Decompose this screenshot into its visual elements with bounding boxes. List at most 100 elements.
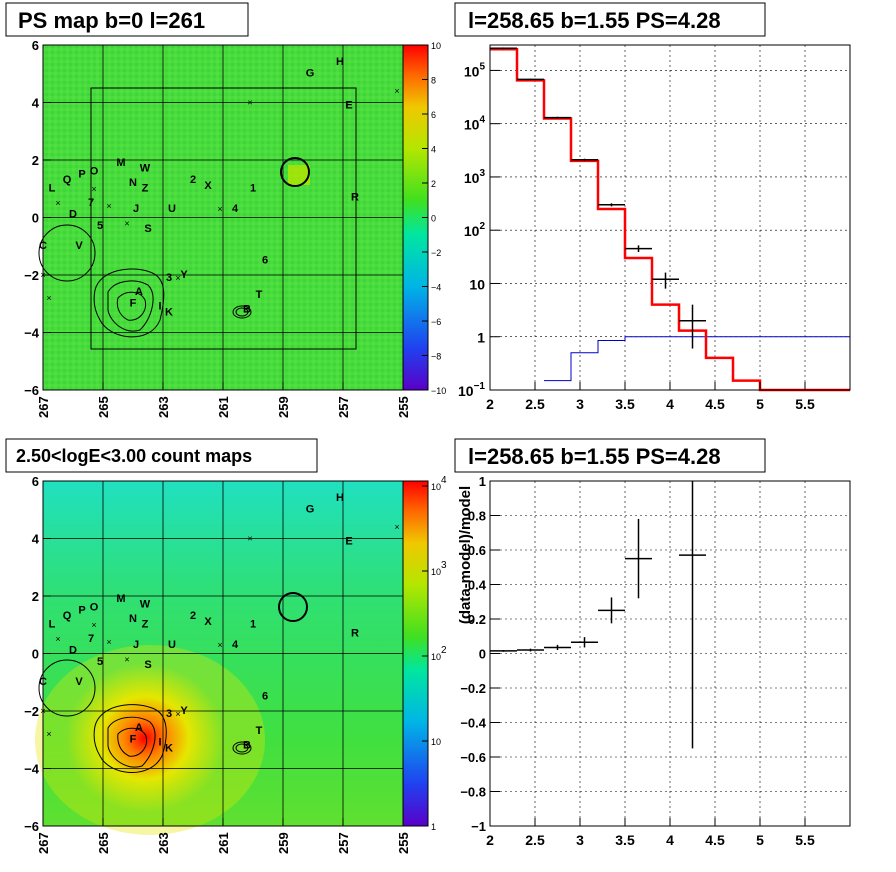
colorbar-tick-label: −6 xyxy=(431,317,441,327)
x-tick-label: 265 xyxy=(96,832,111,854)
y-tick-label: 102 xyxy=(464,221,486,239)
contour-b-1 xyxy=(232,305,252,319)
source-marker: × xyxy=(55,634,60,644)
x-tick-label: 259 xyxy=(276,832,291,854)
source-label-L: L xyxy=(49,619,56,631)
source-label-3: 3 xyxy=(166,708,172,720)
residual-grid xyxy=(490,481,850,826)
y-tick-label: −4 xyxy=(24,762,40,777)
count-map-contours xyxy=(38,592,308,773)
source-label-1: 1 xyxy=(250,183,256,195)
y-tick-label: 0.4 xyxy=(468,578,487,593)
source-label-I: I xyxy=(158,737,161,749)
source-label-H: H xyxy=(336,56,344,68)
source-label-Y: Y xyxy=(180,705,188,717)
source-marker: × xyxy=(46,729,51,739)
x-tick-label: 4.5 xyxy=(705,396,725,412)
residual-title: l=258.65 b=1.55 PS=4.28 xyxy=(468,444,721,469)
x-tick-label: 265 xyxy=(96,396,111,418)
source-label-Q: Q xyxy=(63,610,72,622)
source-label-2: 2 xyxy=(190,610,196,622)
source-label-A: A xyxy=(135,722,143,734)
y-tick-label: 0.6 xyxy=(468,543,486,558)
source-label-B: B xyxy=(243,303,251,315)
y-tick-label: 0 xyxy=(479,647,486,662)
source-label-W: W xyxy=(140,599,151,611)
y-tick-label: 1 xyxy=(479,474,486,489)
count-map-title: 2.50<logE<3.00 count maps xyxy=(16,446,252,466)
residual-x-ticks: 2 2.5 3 3.5 4 4.5 5 5.5 xyxy=(486,818,815,848)
colorbar-tick-label: −4 xyxy=(431,283,441,293)
source-label-6: 6 xyxy=(262,255,268,267)
x-tick-label: 3 xyxy=(576,832,584,848)
source-label-U: U xyxy=(168,203,176,215)
source-marker: × xyxy=(91,184,96,194)
source-label-V: V xyxy=(75,240,83,252)
source-label-N: N xyxy=(129,177,137,189)
colorbar-tick-label: 8 xyxy=(431,76,436,86)
source-label-K: K xyxy=(165,742,173,754)
source-label-5: 5 xyxy=(97,656,103,668)
source-label-R: R xyxy=(351,627,359,639)
y-tick-label: 2 xyxy=(32,589,39,604)
residual-title-box xyxy=(454,438,766,473)
y-tick-label: 103 xyxy=(464,168,486,186)
source-label-T: T xyxy=(256,289,263,301)
source-model-line xyxy=(544,336,850,382)
colorbar-tick-label: 102 xyxy=(431,645,447,662)
source-marker: × xyxy=(247,98,252,108)
source-label-X: X xyxy=(204,616,212,628)
residual-y-axis-label: (data-model)/model xyxy=(457,486,474,624)
source-marker: × xyxy=(124,654,129,664)
source-label-D: D xyxy=(69,645,77,657)
source-label-7: 7 xyxy=(88,633,94,645)
y-tick-label: −0.6 xyxy=(460,750,486,765)
colorbar-tick-label: 104 xyxy=(431,475,447,492)
ps-map-colorbar-ticks: 10 8 6 4 2 0 −2 −4 −6 −8 −10 xyxy=(422,41,446,396)
contour-mid xyxy=(107,280,154,332)
count-map-y-ticks: 6 4 2 0 −2 −4 −6 xyxy=(24,474,51,834)
x-tick-label: 2 xyxy=(486,832,494,848)
count-contour-hotspot xyxy=(278,592,308,622)
source-marker: × xyxy=(247,534,252,544)
source-label-1: 1 xyxy=(250,619,256,631)
source-label-3: 3 xyxy=(166,272,172,284)
y-tick-label: 10−1 xyxy=(458,381,485,399)
total-model-line xyxy=(490,47,850,392)
x-tick-label: 4 xyxy=(666,396,674,412)
colorbar-tick-label: 1 xyxy=(431,822,436,832)
source-label-X: X xyxy=(204,180,212,192)
y-tick-label: −2 xyxy=(24,268,39,283)
y-tick-label: 6 xyxy=(32,474,39,489)
count-map-grid xyxy=(43,481,403,826)
colorbar-tick-label: 10 xyxy=(431,41,441,51)
x-tick-label: 257 xyxy=(336,396,351,418)
source-label-U: U xyxy=(168,639,176,651)
source-label-7: 7 xyxy=(88,197,94,209)
source-label-S: S xyxy=(144,659,151,671)
source-label-4: 4 xyxy=(232,203,239,215)
residual-y-ticks: 1 0.8 0.6 0.4 0.2 0 −0.2 −0.4 −0.6 −0.8 −1 xyxy=(460,474,500,834)
source-marker: × xyxy=(394,86,399,96)
colorbar-tick-label: 2 xyxy=(431,179,436,189)
x-tick-label: 263 xyxy=(156,396,171,418)
count-contour-circle-c xyxy=(38,659,96,717)
x-tick-label: 259 xyxy=(276,396,291,418)
y-tick-label: 0 xyxy=(32,211,39,226)
y-tick-label: 104 xyxy=(464,115,486,133)
colorbar-tick-label: −10 xyxy=(431,386,446,396)
colorbar-tick-label: 6 xyxy=(431,110,436,120)
source-label-M: M xyxy=(116,593,125,605)
source-marker: × xyxy=(394,522,399,532)
y-tick-label: −2 xyxy=(24,704,39,719)
spectrum-plot-area xyxy=(490,45,850,390)
source-marker: × xyxy=(106,201,111,211)
source-label-2: 2 xyxy=(190,174,196,186)
x-tick-label: 3.5 xyxy=(615,832,635,848)
source-label-J: J xyxy=(133,639,139,651)
source-label-P: P xyxy=(78,168,85,180)
x-tick-label: 5 xyxy=(756,396,764,412)
